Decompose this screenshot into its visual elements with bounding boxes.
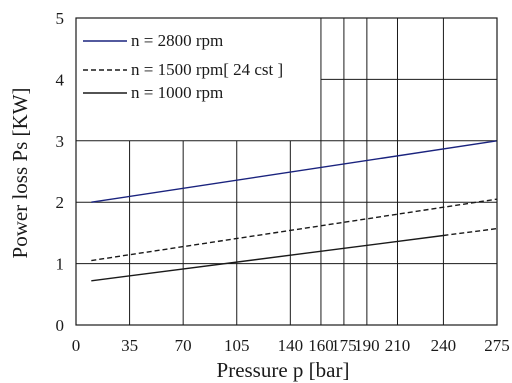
y-tick-label-1: 1 (56, 255, 65, 274)
x-tick-label-210: 210 (385, 336, 411, 355)
x-axis-title: Pressure p [bar] (217, 358, 350, 382)
series-line-0 (91, 140, 498, 203)
y-axis-title: Power loss Ps [KW] (8, 88, 32, 259)
legend-label-1: n = 1500 rpm[ 24 cst ] (131, 60, 283, 79)
series-line-1 (91, 198, 498, 262)
y-tick-label-4: 4 (56, 70, 65, 89)
x-tick-label-140: 140 (278, 336, 304, 355)
legend-label-2: n = 1000 rpm (131, 83, 223, 102)
x-tick-label-70: 70 (175, 336, 192, 355)
y-tick-label-0: 0 (56, 316, 65, 335)
x-tick-label-175: 175 (331, 336, 357, 355)
x-tick-label-160: 160 (308, 336, 334, 355)
grid-lines (76, 18, 497, 325)
series-line-2-dashed (443, 227, 498, 237)
y-tick-label-5: 5 (56, 9, 65, 28)
x-tick-label-35: 35 (121, 336, 138, 355)
x-tick-label-105: 105 (224, 336, 250, 355)
y-tick-label-3: 3 (56, 132, 65, 151)
legend-label-0: n = 2800 rpm (131, 31, 223, 50)
x-tick-label-0: 0 (72, 336, 81, 355)
y-tick-label-2: 2 (56, 193, 65, 212)
x-tick-label-240: 240 (431, 336, 457, 355)
plot-frame (75, 17, 498, 326)
y-tick-labels: 0 1 2 3 4 5 (56, 9, 65, 335)
x-tick-label-190: 190 (354, 336, 380, 355)
legend: n = 2800 rpm n = 1500 rpm[ 24 cst ] n = 10… (83, 31, 283, 102)
series-lines (91, 140, 498, 282)
series-line-2 (91, 234, 444, 282)
x-tick-label-275: 275 (484, 336, 510, 355)
